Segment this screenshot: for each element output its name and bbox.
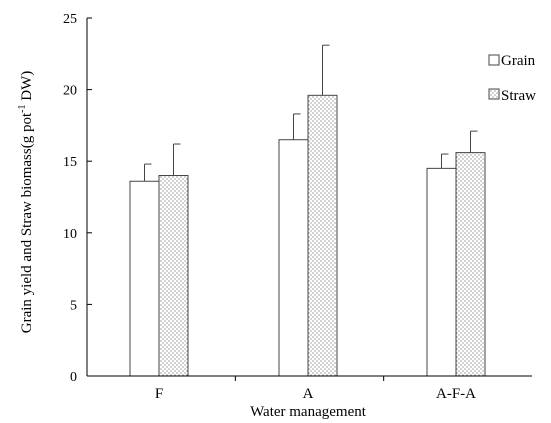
axes	[86, 18, 532, 377]
y-tick-label: 20	[63, 84, 77, 99]
x-category-label: F	[155, 386, 163, 402]
y-tick-label: 0	[70, 370, 77, 385]
bar-straw	[158, 175, 189, 377]
y-axis-title: Grain yield and Straw biomass(g pot-1 DW…	[17, 71, 35, 333]
bar-grain	[278, 139, 309, 377]
bar-grain	[129, 180, 160, 377]
y-tick-label: 15	[63, 155, 77, 170]
error-bars-layer	[144, 44, 478, 182]
bar-straw	[307, 94, 338, 377]
bar-grain	[426, 167, 457, 377]
legend-label-straw: Straw	[501, 88, 536, 104]
legend-swatch-grain	[488, 54, 500, 66]
x-category-label: A	[303, 386, 314, 402]
y-axis-title-tail: DW)	[19, 71, 35, 105]
legend-label-grain: Grain	[501, 53, 536, 69]
y-tick-label: 10	[63, 227, 77, 242]
bars-layer	[129, 94, 486, 377]
y-tick-label: 5	[70, 298, 77, 313]
x-axis-title: Water management	[250, 404, 367, 420]
legend-swatch-straw	[488, 88, 500, 100]
legend: Grain Straw	[488, 53, 536, 104]
x-category-label: A-F-A	[436, 386, 476, 402]
y-axis-title-superscript: -1	[17, 105, 28, 113]
x-ticks: F A A-F-A	[155, 376, 476, 402]
y-tick-label: 25	[63, 12, 77, 27]
y-ticks: 0 5 10 15 20 25	[63, 12, 92, 385]
y-axis-title-main: Grain yield and Straw biomass(g pot	[19, 112, 35, 333]
bar-straw	[455, 152, 486, 377]
